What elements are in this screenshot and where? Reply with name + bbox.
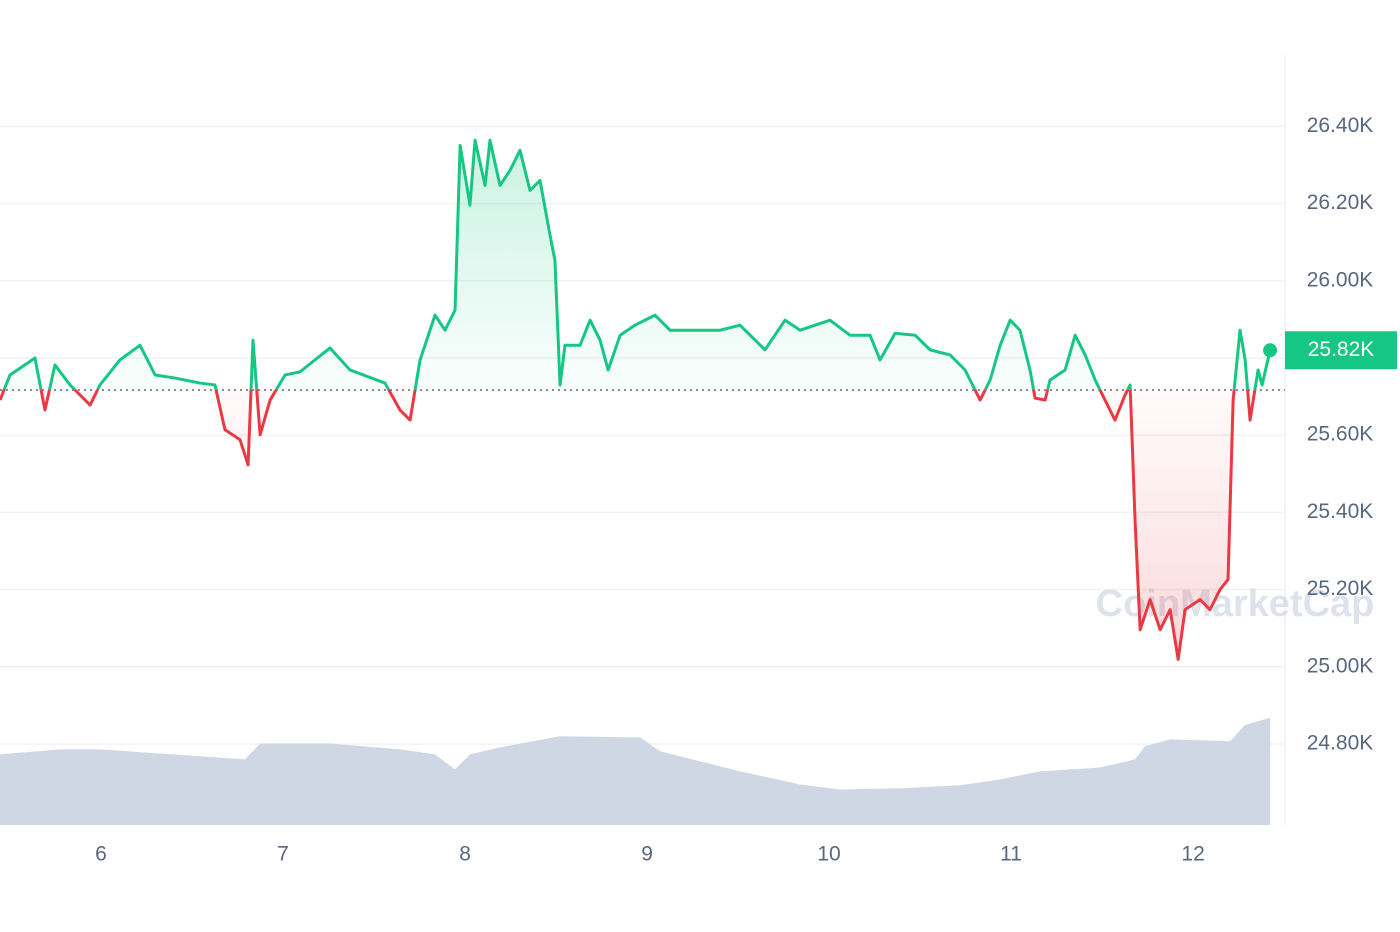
- x-tick-label: 9: [641, 843, 653, 866]
- last-price-label: 25.82K: [1308, 338, 1375, 361]
- x-tick-label: 10: [817, 843, 840, 866]
- y-tick-label: 24.80K: [1307, 731, 1374, 754]
- last-price-dot: [1263, 343, 1278, 358]
- y-tick-label: 26.00K: [1307, 268, 1374, 291]
- x-tick-label: 12: [1181, 843, 1204, 866]
- x-tick-label: 7: [277, 843, 289, 866]
- y-tick-label: 25.20K: [1307, 577, 1374, 600]
- foreground-layer: 24.80K 25.00K 25.20K 25.40K 25.60K 26.00K 26.2…: [0, 114, 1397, 866]
- background-layer: [0, 55, 1286, 825]
- x-tick-label: 11: [1000, 843, 1022, 866]
- last-price-box: [1285, 331, 1397, 370]
- y-tick-label: 25.40K: [1307, 500, 1374, 523]
- y-tick-label: 25.60K: [1307, 423, 1374, 446]
- y-tick-label: 26.20K: [1307, 191, 1374, 214]
- volume-area: [0, 717, 1271, 825]
- price-area: [0, 140, 1271, 660]
- x-tick-label: 8: [459, 843, 471, 866]
- y-tick-label: 26.40K: [1307, 114, 1374, 137]
- y-tick-label: 25.00K: [1307, 654, 1374, 677]
- x-tick-label: 6: [95, 843, 107, 866]
- price-line: [0, 138, 1272, 661]
